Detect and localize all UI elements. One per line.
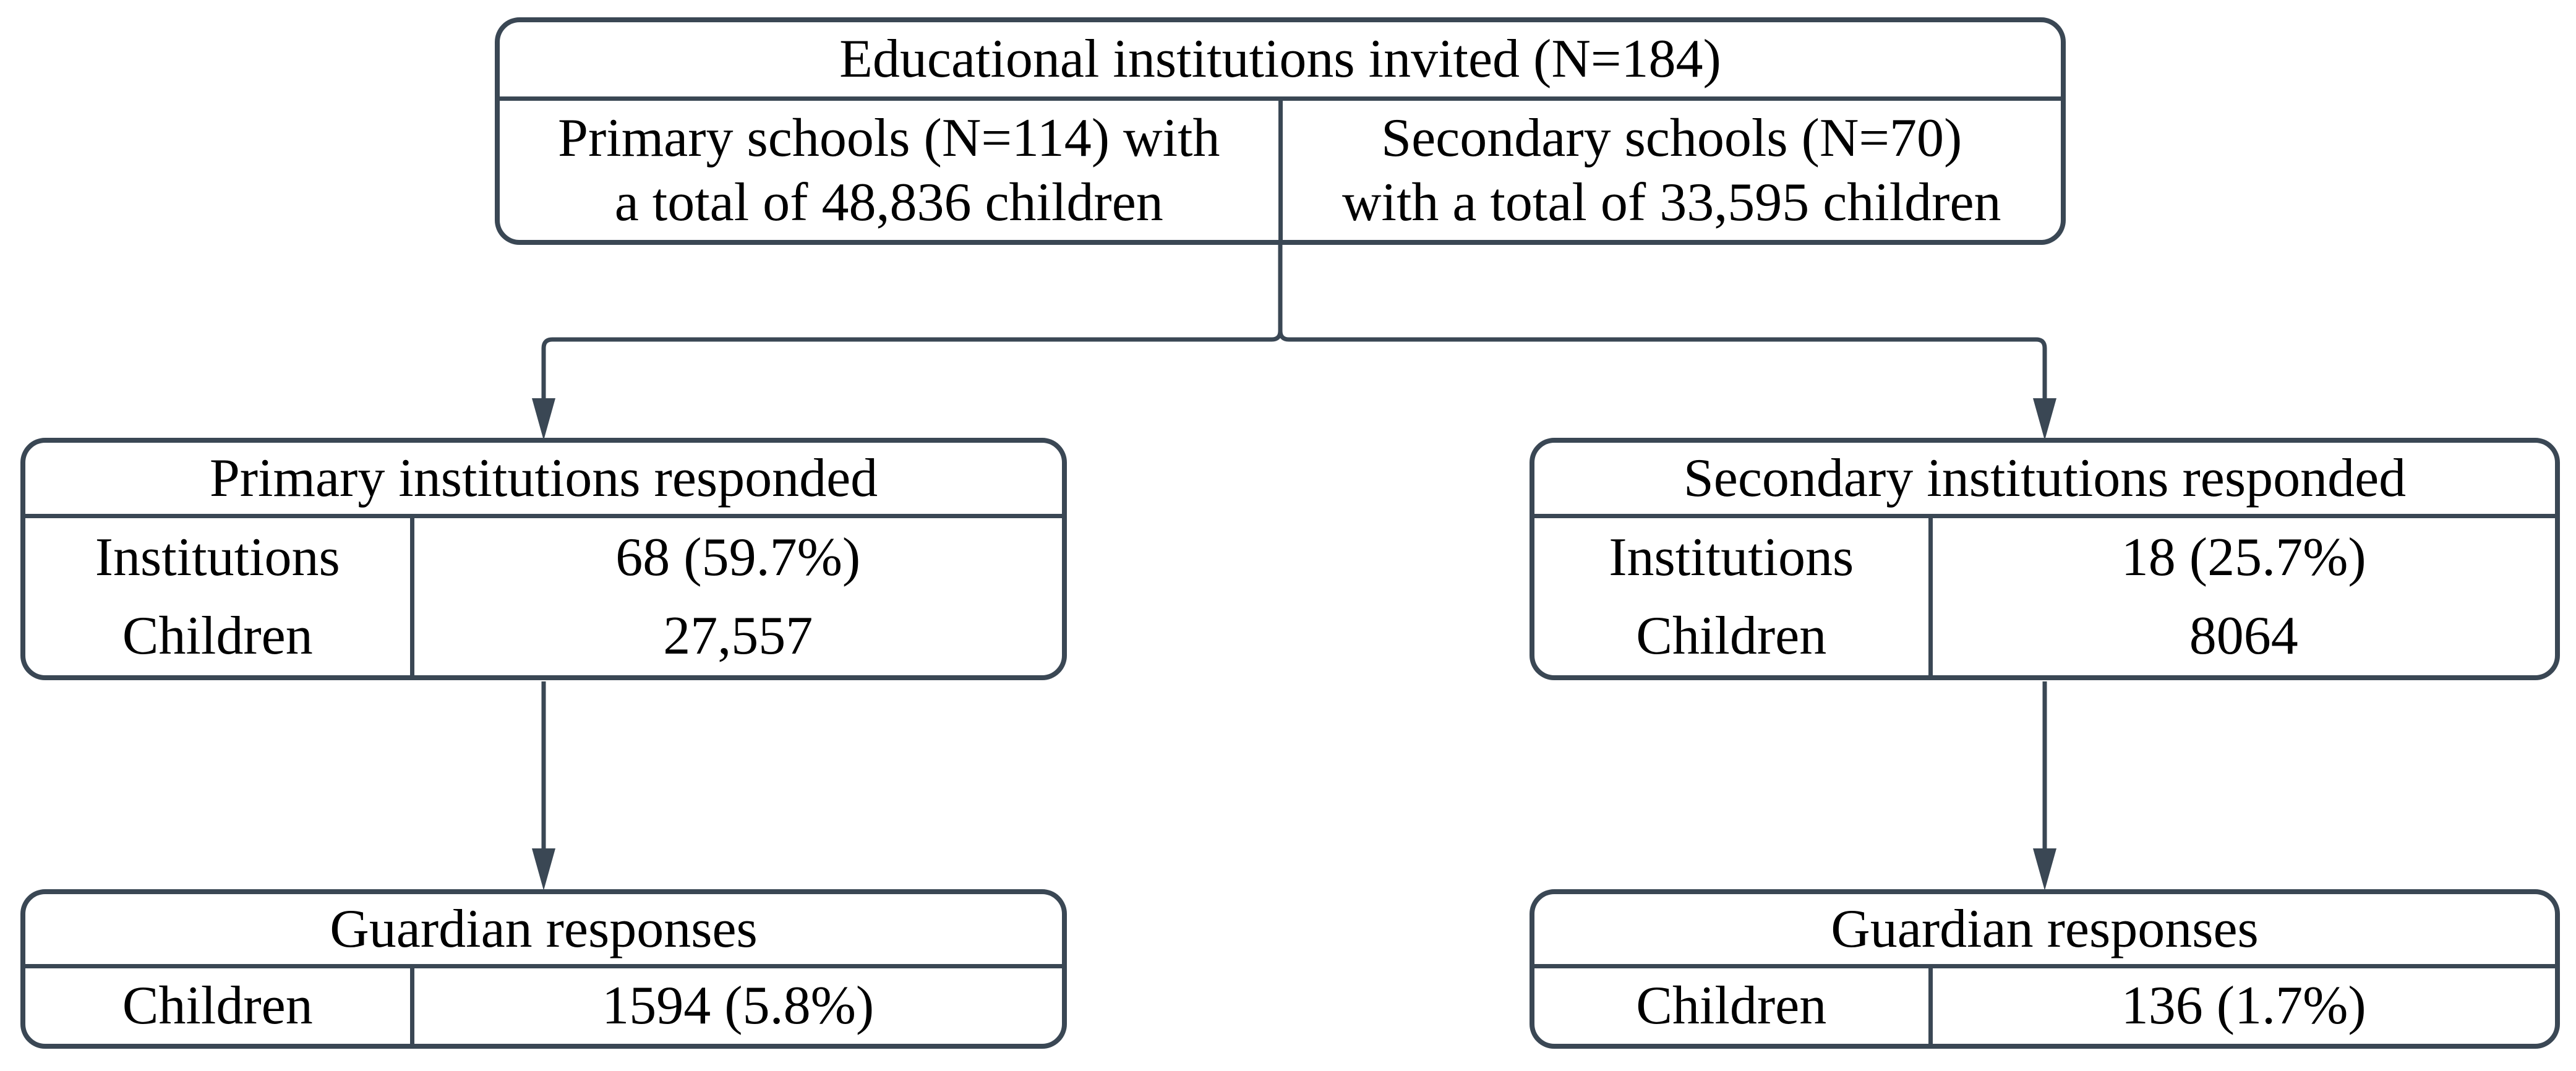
arrow-down-icon — [532, 398, 555, 440]
connector-top-to-primary — [541, 245, 1283, 402]
box-title: Guardian responses — [1534, 894, 2555, 968]
row-value: 8064 — [2189, 605, 2298, 666]
connector-top-to-secondary — [1278, 245, 2047, 402]
arrow-down-icon — [2033, 848, 2056, 890]
primary-responded-box: Primary institutions responded Instituti… — [20, 438, 1067, 680]
table-row: Institutions 68 (59.7%) — [25, 518, 1062, 597]
table-row: Children 8064 — [1534, 597, 2555, 675]
box-title: Secondary institutions responded — [1534, 443, 2555, 518]
primary-schools-cell: Primary schools (N=114) with a total of … — [500, 101, 1283, 240]
box-title: Educational institutions invited (N=184) — [500, 22, 2061, 101]
secondary-schools-cell: Secondary schools (N=70) with a total of… — [1341, 108, 2001, 233]
row-label: Children — [1534, 597, 1933, 675]
row-label: Children — [25, 968, 414, 1044]
arrow-down-icon — [532, 848, 555, 890]
box-title: Primary institutions responded — [25, 443, 1062, 518]
row-value: 27,557 — [663, 605, 813, 666]
table-row: Institutions 18 (25.7%) — [1534, 518, 2555, 597]
secondary-guardian-responses-box: Guardian responses Children 136 (1.7%) — [1530, 889, 2560, 1049]
arrow-down-icon — [2033, 398, 2056, 440]
secondary-responded-box: Secondary institutions responded Institu… — [1530, 438, 2560, 680]
row-label: Institutions — [1534, 518, 1933, 597]
row-value: 68 (59.7%) — [615, 527, 861, 587]
row-label: Institutions — [25, 518, 414, 597]
primary-guardian-responses-box: Guardian responses Children 1594 (5.8%) — [20, 889, 1067, 1049]
table-row: Children 27,557 — [25, 597, 1062, 675]
table-row: Children 136 (1.7%) — [1534, 968, 2555, 1044]
row-value: 18 (25.7%) — [2121, 527, 2366, 587]
box-title: Guardian responses — [25, 894, 1062, 968]
row-label: Children — [1534, 968, 1933, 1044]
row-value: 1594 (5.8%) — [602, 976, 875, 1036]
row-value: 136 (1.7%) — [2121, 976, 2366, 1036]
invited-institutions-box: Educational institutions invited (N=184)… — [495, 17, 2066, 245]
row-label: Children — [25, 597, 414, 675]
table-row: Children 1594 (5.8%) — [25, 968, 1062, 1044]
